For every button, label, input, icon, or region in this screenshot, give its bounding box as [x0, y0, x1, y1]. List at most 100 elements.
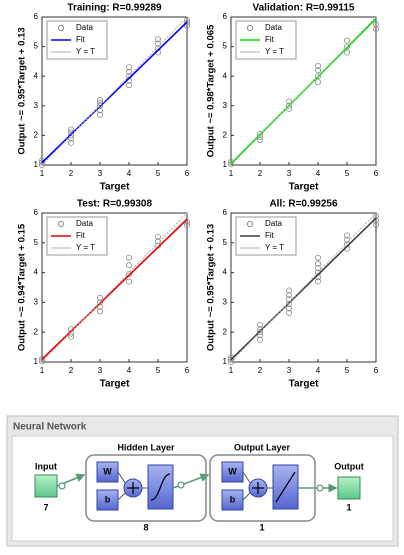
data-point	[285, 102, 292, 109]
legend-label: Y = T	[76, 47, 95, 56]
connector	[177, 481, 185, 489]
data-point	[285, 287, 292, 294]
x-tick-label: 3	[98, 169, 103, 178]
y-tick-label: 5	[223, 238, 228, 247]
data-point	[285, 309, 292, 316]
data-point	[372, 221, 379, 228]
output-layer-size: 1	[259, 522, 264, 532]
legend-label: Data	[265, 23, 282, 32]
chart: All: R=0.99256 Target Output ~= 0.95*Targe…	[206, 199, 379, 390]
x-tick-label: 2	[258, 169, 263, 178]
y-tick-label: 2	[223, 131, 228, 140]
y-tick-label: 6	[34, 12, 39, 21]
y-tick-label: 3	[223, 298, 228, 307]
chart-title: Test: R=0.99308	[77, 199, 153, 210]
data-point	[126, 271, 133, 278]
data-point	[314, 260, 321, 267]
data-point	[154, 36, 161, 43]
y-tick-label: 4	[34, 268, 39, 277]
plus	[252, 482, 264, 494]
data-point	[285, 305, 292, 312]
data-point	[285, 291, 292, 298]
chart-title: Validation: R=0.99115	[253, 3, 355, 14]
data-point	[314, 265, 321, 272]
fit-line	[41, 21, 188, 164]
data-point	[97, 107, 104, 114]
link	[117, 491, 127, 501]
legend-marker	[246, 24, 254, 32]
y-tick-label: 3	[34, 101, 39, 110]
legend-marker	[246, 220, 254, 228]
data-point	[372, 25, 379, 32]
data-point	[343, 43, 350, 50]
x-tick-label: 1	[229, 169, 234, 178]
data-point	[183, 19, 190, 26]
x-axis-label: Target	[289, 182, 319, 193]
y-tick-label: 6	[223, 12, 228, 21]
y-axis-label: Output ~= 0.95*Target + 0.13	[206, 224, 217, 351]
legend-label: Fit	[76, 35, 86, 44]
x-tick-label: 3	[98, 366, 103, 375]
output-label: Output	[334, 461, 364, 471]
data-point	[97, 299, 104, 306]
data-point	[314, 254, 321, 261]
input-size: 7	[43, 502, 48, 512]
x-tick-label: 2	[258, 366, 263, 375]
x-tick-label: 5	[345, 169, 350, 178]
data-point	[126, 68, 133, 75]
output-size: 1	[346, 502, 351, 512]
x-tick-label: 4	[316, 366, 321, 375]
x-tick-label: 2	[69, 366, 74, 375]
y-tick-label: 5	[34, 42, 39, 51]
y-axis-label: Output ~= 0.95*Target + 0.13	[17, 27, 28, 154]
data-point	[68, 139, 75, 146]
output-layer-label: Output Layer	[234, 442, 291, 452]
data-point	[97, 102, 104, 109]
y-tick-label: 4	[223, 268, 228, 277]
x-axis-label: Target	[289, 379, 319, 390]
data-point	[256, 321, 263, 328]
legend-label: Y = T	[265, 243, 284, 252]
chart: Training: R=0.99289 Target Output ~= 0.95*…	[17, 3, 190, 193]
data-point	[256, 136, 263, 143]
identity-line	[230, 16, 377, 166]
x-tick-label: 4	[127, 366, 132, 375]
legend-label: Data	[76, 219, 93, 228]
x-tick-label: 6	[374, 169, 379, 178]
data-point	[154, 233, 161, 240]
chart-title: All: R=0.99256	[269, 199, 338, 210]
x-axis-label: Target	[100, 182, 130, 193]
link	[117, 471, 127, 485]
data-point	[68, 333, 75, 340]
y-axis-label: Output ~= 0.94*Target + 0.15	[17, 223, 28, 351]
identity-line	[41, 16, 188, 166]
data-point	[126, 82, 133, 89]
data-point	[343, 37, 350, 44]
fit-line	[41, 218, 188, 360]
data-point	[68, 132, 75, 139]
data-point	[343, 49, 350, 56]
legend-label: Y = T	[76, 243, 95, 252]
data-point	[285, 300, 292, 307]
x-tick-label: 4	[316, 169, 321, 178]
x-tick-label: 1	[40, 169, 45, 178]
bias-label: b	[230, 494, 236, 504]
y-tick-label: 2	[34, 131, 39, 140]
y-tick-label: 3	[34, 298, 39, 307]
x-tick-label: 1	[229, 366, 234, 375]
y-tick-label: 2	[223, 327, 228, 336]
linear-icon	[275, 471, 296, 503]
legend-label: Data	[76, 23, 93, 32]
data-point	[343, 232, 350, 239]
connector	[58, 482, 66, 490]
hidden-label: Hidden Layer	[117, 442, 175, 452]
legend-marker	[57, 24, 65, 32]
hidden-size: 8	[143, 522, 148, 532]
data-point	[126, 254, 133, 261]
x-tick-label: 6	[185, 169, 190, 178]
data-point	[97, 111, 104, 118]
charts: Training: R=0.99289 Target Output ~= 0.95*…	[17, 3, 379, 390]
x-tick-label: 4	[127, 169, 132, 178]
input-label: Input	[35, 461, 57, 471]
y-axis-label: Output ~= 0.98*Target + 0.065	[206, 24, 217, 157]
